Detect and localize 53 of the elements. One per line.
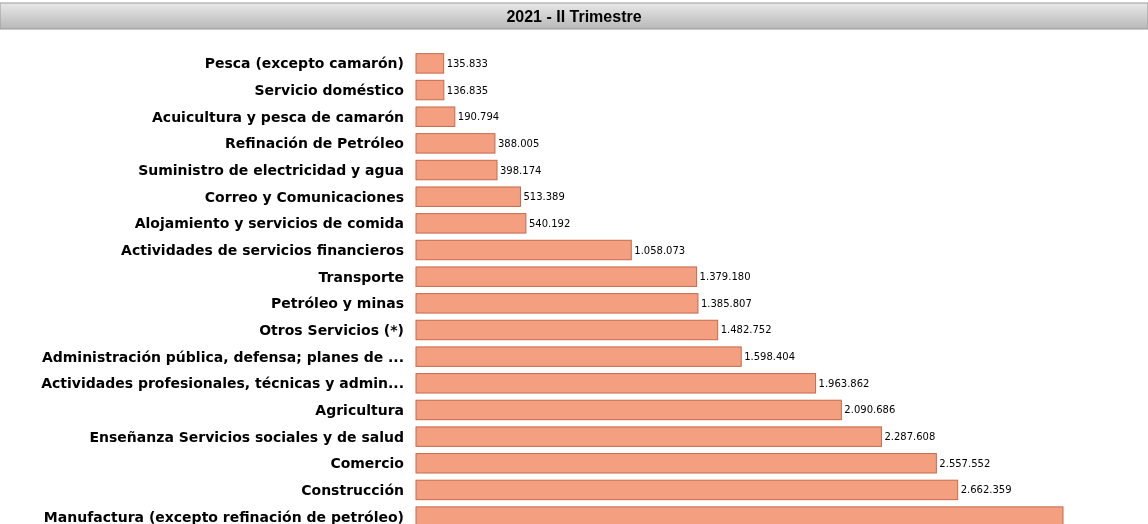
- bar: [415, 479, 959, 501]
- y-tick-label: Suministro de electricidad y agua: [138, 161, 404, 178]
- y-tick-label: Refinación de Petróleo: [225, 135, 405, 152]
- data-label: 1.963.862: [818, 377, 870, 389]
- data-label: 1.058.073: [634, 244, 686, 256]
- y-tick-label: Construcción: [301, 481, 404, 498]
- bar: [415, 293, 699, 314]
- bar: [415, 159, 498, 181]
- data-label: 1.385.807: [700, 297, 752, 309]
- y-tick-label: Transporte: [318, 268, 404, 285]
- y-tick-label: Correo y Comunicaciones: [204, 188, 404, 205]
- y-tick-label: Comercio: [330, 455, 405, 472]
- bar: [415, 319, 719, 341]
- bar: [415, 399, 842, 421]
- bar: [415, 266, 698, 287]
- data-label: 1.598.404: [744, 351, 796, 363]
- bar: [415, 106, 456, 127]
- bar: [415, 133, 496, 154]
- bar: [415, 186, 521, 207]
- y-tick-label: Pesca (excepto camarón): [204, 55, 404, 72]
- bar: [415, 426, 882, 447]
- data-label: 1.379.180: [699, 271, 751, 283]
- data-label: 2.287.608: [884, 431, 936, 443]
- y-tick-label: Acuicultura y pesca de camarón: [152, 108, 404, 125]
- data-label: 190.794: [457, 111, 500, 123]
- data-label: 1.482.752: [720, 324, 772, 336]
- bar: [415, 79, 445, 101]
- data-label: 388.005: [497, 137, 540, 149]
- bar: [415, 373, 817, 394]
- data-label: 2.662.359: [960, 484, 1012, 496]
- data-label: 540.192: [528, 217, 571, 229]
- data-label: 513.389: [523, 191, 565, 203]
- y-tick-label: Enseñanza Servicios sociales y de salud: [89, 428, 404, 445]
- bar: [415, 346, 742, 367]
- y-tick-label: Servicio doméstico: [254, 81, 405, 98]
- data-label: 135.833: [446, 57, 488, 69]
- y-tick-label: Administración pública, defensa; planes de ...: [41, 348, 404, 365]
- data-label: 136.835: [446, 84, 489, 96]
- chart-title: 2021 - II Trimestre: [506, 7, 642, 25]
- data-label: 398.174: [500, 164, 542, 176]
- y-tick-label: Otros Servicios (*): [259, 321, 404, 338]
- bar: [415, 239, 632, 261]
- y-tick-label: Alojamiento y servicios de comida: [134, 215, 404, 232]
- data-label: 2.557.552: [939, 457, 991, 469]
- bar: [415, 53, 445, 74]
- bar: [415, 453, 937, 474]
- y-tick-label: Manufactura (excepto refinación de petróleo): [43, 508, 404, 524]
- data-label: 2.090.686: [844, 404, 896, 416]
- y-tick-label: Actividades profesionales, técnicas y admin...: [41, 375, 404, 392]
- y-tick-label: Agricultura: [315, 401, 404, 418]
- y-tick-label: Petróleo y minas: [271, 295, 404, 312]
- bar: [415, 213, 527, 234]
- y-tick-label: Actividades de servicios financieros: [121, 241, 404, 258]
